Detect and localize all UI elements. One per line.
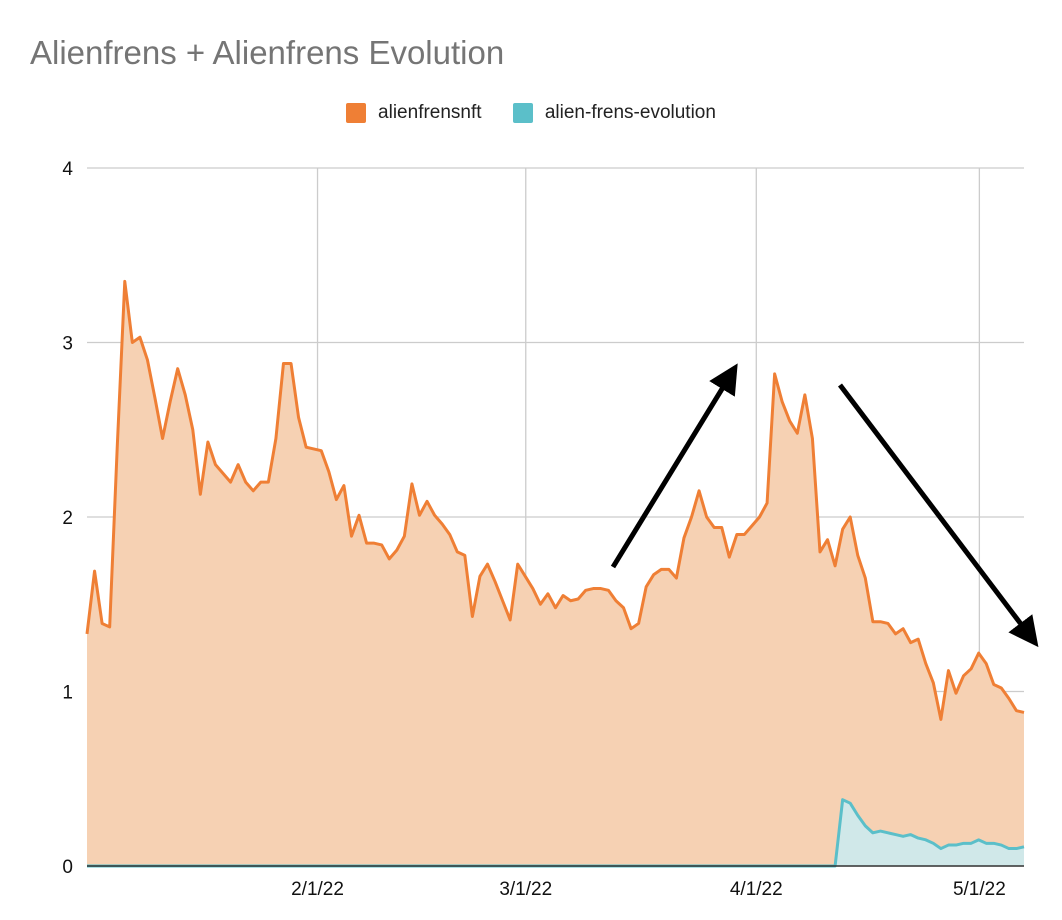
legend-swatch-alienfrensnft [346, 103, 367, 123]
line-alienfrensnft [85, 279, 1025, 721]
legend-swatch-alien-frens-evolution [512, 103, 533, 123]
y-tick-label-2: 2 [62, 508, 73, 529]
annotation-arrow-up [610, 363, 738, 569]
legend-label-alien-frens-evolution: alien-frens-evolution [544, 102, 716, 123]
x-tick-label-2-1-22: 2/1/22 [291, 879, 344, 900]
chart-title: Alienfrens + Alienfrens Evolution [30, 34, 505, 71]
x-tick-label-3-1-22: 3/1/22 [499, 879, 552, 900]
area-alien-frens-evolution [87, 799, 1024, 866]
y-tick-label-3: 3 [62, 334, 73, 355]
area-alienfrensnft [87, 281, 1024, 866]
x-tick-label-5-1-22: 5/1/22 [953, 879, 1006, 900]
x-tick-label-4-1-22: 4/1/22 [730, 879, 783, 900]
y-tick-label-0: 0 [62, 857, 73, 878]
legend: alienfrensnft alien-frens-evolution [0, 102, 1062, 129]
y-tick-label-4: 4 [62, 159, 73, 180]
y-tick-label-1: 1 [62, 683, 73, 704]
annotation-arrow-down [838, 383, 1039, 648]
legend-item-alien-frens-evolution: alien-frens-evolution [512, 102, 716, 124]
legend-item-alienfrensnft: alienfrensnft [346, 102, 482, 124]
legend-label-alienfrensnft: alienfrensnft [378, 102, 482, 123]
